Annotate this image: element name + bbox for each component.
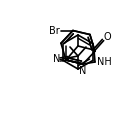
Text: O: O: [103, 32, 111, 42]
Text: N: N: [53, 54, 61, 64]
Text: N: N: [79, 66, 87, 76]
Text: Br: Br: [49, 26, 59, 36]
Text: NH: NH: [97, 57, 111, 67]
